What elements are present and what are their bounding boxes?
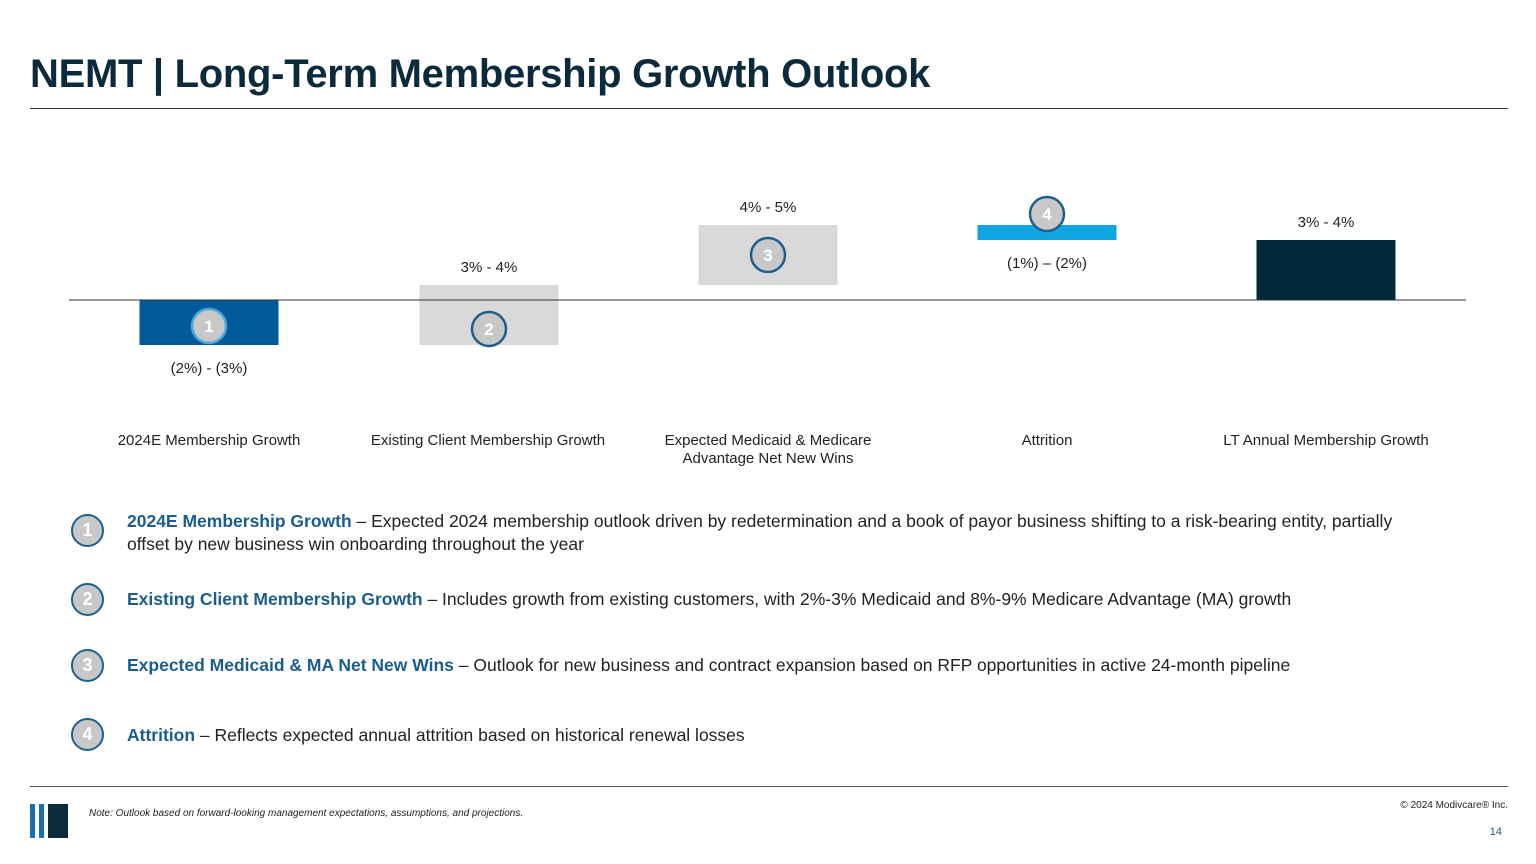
title-divider [30,108,1508,109]
callout-body-2: – Includes growth from existing customer… [422,589,1292,609]
callout-marker-3 [749,236,787,274]
callout-body-3: – Outlook for new business and contract … [453,655,1291,675]
bar-5 [1256,240,1396,300]
callout-text-3: Expected Medicaid & MA Net New Wins – Ou… [127,654,1427,677]
callout-text-4: Attrition – Reflects expected annual att… [127,724,1427,747]
data-label-5: 3% - 4% [1298,214,1355,231]
callout-number-2: 2 [71,583,104,616]
callout-number-1: 1 [71,514,104,547]
callout-heading-3: Expected Medicaid & MA Net New Wins [127,655,454,675]
callout-heading-2: Existing Client Membership Growth [127,589,423,609]
page-number: 14 [1489,826,1502,838]
data-label-1: (2%) - (3%) [171,360,248,377]
callout-number-3: 3 [71,649,104,682]
data-label-2: 3% - 4% [461,259,518,276]
callout-marker-2 [470,310,508,348]
data-label-4: (1%) – (2%) [1007,255,1087,272]
callout-marker-label-4: 4 [1042,205,1052,224]
category-label-2: Existing Client Membership Growth [370,432,606,449]
callout-heading-4: Attrition [127,725,196,745]
page-title: NEMT | Long-Term Membership Growth Outlo… [30,52,931,96]
waterfall-chart: (2%) - (3%) 1 3% - 4% 2 4% - 5% 3 (1%) – (2%) 4… [69,195,1466,377]
category-label-3: Expected Medicaid & Medicare Advantage N… [664,432,872,467]
callout-body-4: – Reflects expected annual attrition bas… [195,725,745,745]
callout-marker-label-1: 1 [204,317,213,336]
callout-heading-1: 2024E Membership Growth [127,511,352,531]
bar-4 [977,225,1117,240]
callout-marker-1 [190,307,228,345]
callout-text-1: 2024E Membership Growth – Expected 2024 … [127,510,1427,556]
footer-divider [30,786,1508,787]
callout-marker-label-2: 2 [484,320,493,339]
company-logo-icon [30,804,68,838]
data-label-3: 4% - 5% [740,199,797,216]
callout-marker-4 [1028,195,1066,233]
category-label-5: LT Annual Membership Growth [1223,432,1429,449]
callout-body-1: – Expected 2024 membership outlook drive… [127,511,1393,554]
category-label-1: 2024E Membership Growth [117,432,301,449]
footnote: Note: Outlook based on forward-looking m… [89,808,524,819]
callout-number-4: 4 [71,718,104,751]
callout-marker-label-3: 3 [763,246,772,265]
category-label-4: Attrition [1021,432,1073,449]
callout-text-2: Existing Client Membership Growth – Incl… [127,588,1427,611]
copyright: © 2024 Modivcare® Inc. [1400,800,1508,811]
